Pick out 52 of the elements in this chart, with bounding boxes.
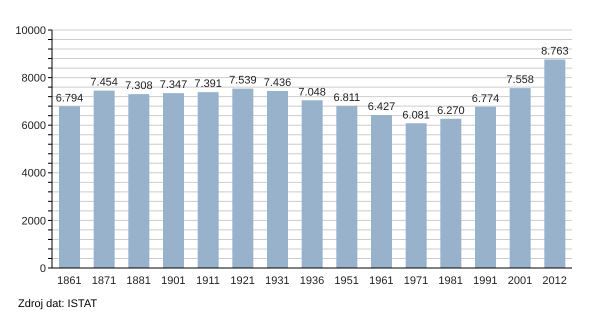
data-label: 7.558: [506, 74, 534, 86]
data-label: 6.270: [437, 104, 465, 117]
data-label: 6.427: [368, 101, 396, 114]
data-label: 7.436: [264, 77, 292, 90]
y-tick-label: 0: [40, 262, 46, 275]
bar: [59, 106, 80, 268]
y-tick-label: 2000: [22, 215, 46, 228]
data-label: 6.811: [333, 92, 360, 104]
bar: [267, 91, 288, 268]
text: Zdroj dat: ISTAT: [18, 298, 98, 310]
data-label: 7.539: [229, 74, 257, 87]
bar: [371, 115, 392, 268]
data-label: 6.081: [402, 109, 430, 122]
bar: [128, 94, 150, 268]
data-label: 7.048: [298, 86, 326, 98]
x-tick-label: 1991: [473, 274, 498, 287]
x-tick-label: 1931: [265, 274, 290, 287]
data-label: 7.454: [90, 76, 118, 89]
x-tick-label: 1871: [92, 274, 116, 287]
bar: [510, 88, 531, 268]
x-tick-label: 1861: [57, 274, 82, 287]
x-tick-label: 1911: [196, 274, 220, 287]
bar: [406, 123, 427, 268]
x-tick-label: 1936: [300, 274, 324, 287]
x-tick-label: 1901: [161, 274, 186, 287]
x-tick-label: 1981: [438, 274, 463, 287]
data-label: 7.308: [125, 80, 153, 92]
x-tick-label: 1961: [369, 274, 394, 287]
x-tick-label: 1881: [126, 274, 151, 287]
bar: [163, 93, 184, 268]
data-label: 7.391: [194, 78, 222, 90]
bar: [302, 100, 323, 268]
x-tick-label: 2001: [508, 274, 532, 287]
y-tick-label: 8000: [22, 72, 46, 85]
data-label: 6.794: [56, 92, 84, 104]
x-tick-label: 1951: [334, 274, 359, 287]
y-tick-label: 6000: [22, 120, 46, 132]
bar: [475, 106, 496, 268]
x-tick-label: 1971: [404, 274, 428, 287]
bar: [94, 90, 115, 268]
x-tick-label: 1921: [230, 274, 255, 287]
bar: [440, 118, 462, 268]
y-tick-label: 4000: [22, 168, 46, 180]
data-label: 6.774: [472, 92, 500, 105]
x-tick-label: 2012: [542, 274, 567, 287]
data-label: 7.347: [160, 79, 188, 92]
data-label: 8.763: [541, 45, 569, 58]
bar: [198, 92, 219, 268]
bar: [544, 59, 566, 268]
y-tick-label: 10000: [15, 24, 46, 37]
bar: [336, 106, 358, 268]
bar: [232, 88, 254, 268]
